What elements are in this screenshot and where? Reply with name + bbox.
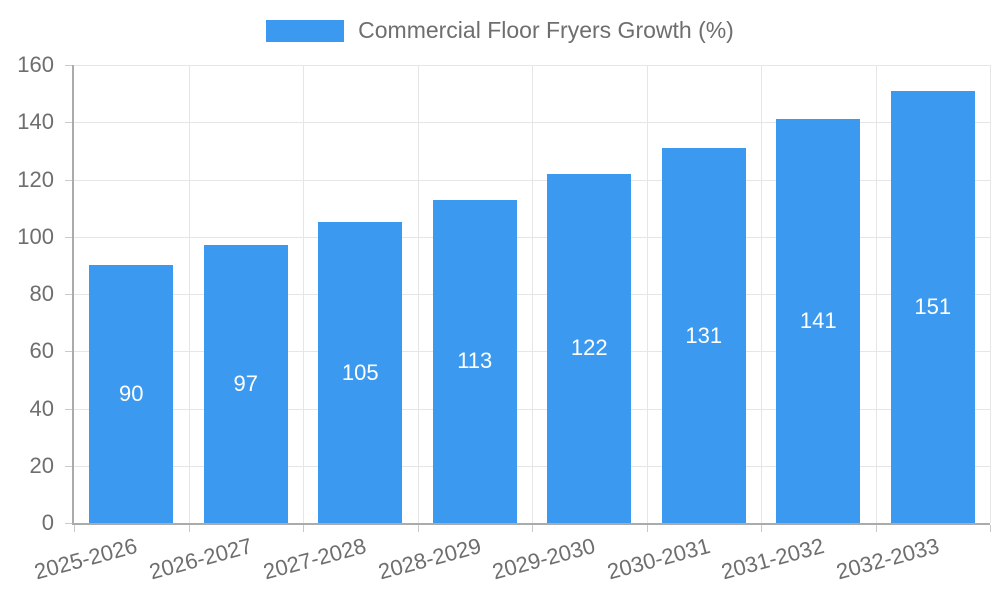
- y-axis-tick: [65, 523, 72, 524]
- v-gridline: [188, 65, 190, 523]
- bar: 90: [89, 265, 174, 523]
- bar: 97: [203, 245, 288, 523]
- x-axis-tick: [532, 525, 533, 532]
- v-gridline: [303, 65, 304, 523]
- x-axis-tick: [761, 525, 762, 532]
- y-axis-tick: [65, 408, 72, 410]
- bar-value-label: 105: [341, 359, 379, 385]
- x-axis-tick: [303, 525, 304, 532]
- x-tick-label: 2027-2028: [260, 533, 369, 585]
- y-axis-tick: [65, 179, 72, 181]
- legend-label: Commercial Floor Fryers Growth (%): [358, 17, 734, 43]
- bar-value-label: 97: [233, 371, 258, 397]
- bar: 113: [432, 199, 517, 523]
- x-axis-tick: [875, 525, 877, 532]
- x-tick-label: 2032-2033: [833, 533, 942, 585]
- bar: 122: [547, 173, 632, 523]
- y-axis-tick: [65, 351, 72, 353]
- bar-value-label: 131: [685, 322, 723, 348]
- y-axis-tick: [65, 122, 72, 124]
- y-axis-tick: [65, 294, 72, 295]
- x-tick-label: 2029-2030: [489, 533, 598, 585]
- bar-value-label: 151: [914, 293, 952, 319]
- v-gridline: [417, 65, 419, 523]
- v-gridline: [761, 65, 762, 523]
- y-tick-label: 40: [29, 395, 54, 421]
- y-tick-label: 100: [17, 223, 54, 249]
- x-tick-label: 2028-2029: [375, 533, 484, 585]
- y-axis-tick: [65, 236, 72, 238]
- x-tick-label: 2030-2031: [604, 533, 713, 585]
- x-axis-tick: [417, 525, 419, 532]
- y-axis-tick: [65, 465, 72, 467]
- y-tick-label: 120: [17, 166, 54, 192]
- bar-value-label: 122: [570, 335, 608, 361]
- y-tick-label: 160: [17, 52, 54, 77]
- x-tick-label: 2025-2026: [31, 533, 140, 585]
- x-axis-tick: [188, 525, 190, 532]
- legend-swatch: [266, 19, 345, 42]
- bar: 151: [890, 90, 975, 523]
- x-axis-line: [72, 523, 990, 525]
- v-gridline: [875, 65, 877, 523]
- v-gridline: [532, 65, 533, 523]
- x-axis-tick: [646, 525, 648, 532]
- y-tick-label: 20: [29, 452, 54, 478]
- y-axis-tick: [65, 65, 72, 66]
- y-axis-line: [72, 65, 74, 523]
- bar-value-label: 141: [799, 308, 837, 334]
- v-gridline: [990, 65, 991, 523]
- y-tick-label: 0: [41, 510, 54, 535]
- y-tick-label: 80: [29, 281, 54, 306]
- legend[interactable]: Commercial Floor Fryers Growth (%): [0, 17, 1000, 44]
- y-tick-label: 140: [17, 109, 54, 135]
- x-tick-label: 2031-2032: [718, 533, 827, 585]
- y-tick-label: 60: [29, 338, 54, 364]
- plot-area: 0 20 40 60 80 100 120 140 160 90 97 105 113 122 131 141…: [17, 53, 991, 584]
- bar: 105: [318, 222, 403, 523]
- bar-value-label: 113: [457, 348, 493, 374]
- x-tick-label: 2026-2027: [146, 533, 255, 585]
- x-axis-tick: [74, 525, 75, 532]
- bar-value-label: 90: [119, 381, 144, 407]
- bar: 131: [661, 148, 746, 523]
- v-gridline: [646, 65, 648, 523]
- x-axis-tick: [990, 525, 991, 532]
- bar: 141: [776, 119, 861, 523]
